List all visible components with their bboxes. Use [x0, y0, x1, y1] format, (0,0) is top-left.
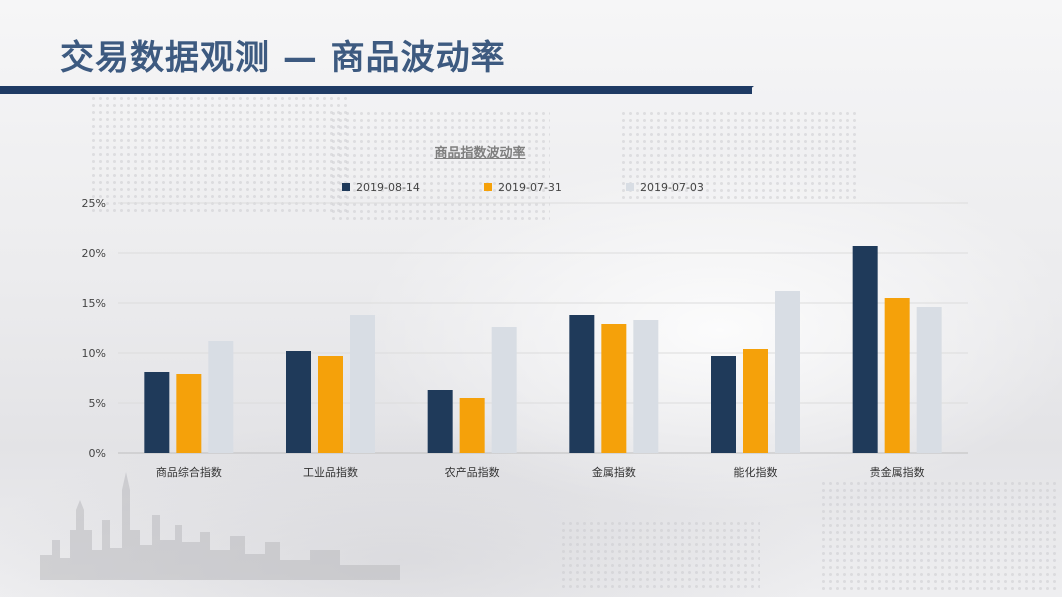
bar-3 [491, 327, 517, 453]
legend-swatch [484, 183, 492, 191]
world-map-dots [330, 110, 550, 220]
x-tick-label: 商品综合指数 [156, 465, 222, 479]
world-map-dots [620, 110, 860, 200]
city-skyline [40, 472, 400, 580]
bar-1 [144, 372, 170, 453]
legend-item-1: 2019-08-14 [342, 179, 420, 195]
y-tick-label: 15% [82, 297, 106, 310]
y-tick-label: 10% [82, 347, 106, 360]
x-tick-label: 工业品指数 [303, 465, 358, 479]
bar-3 [775, 291, 800, 453]
bar-2 [743, 349, 768, 453]
legend-swatch [626, 183, 634, 191]
bar-1 [711, 356, 736, 453]
x-tick-label: 农产品指数 [445, 465, 500, 479]
legend-item-2: 2019-07-31 [484, 179, 562, 195]
y-tick-label: 0% [89, 447, 106, 460]
legend-label: 2019-08-14 [356, 180, 420, 194]
world-map-dots [560, 520, 760, 590]
y-tick-label: 25% [82, 197, 106, 210]
bar-1 [569, 315, 595, 453]
bar-2 [884, 298, 910, 453]
bar-3 [208, 341, 234, 453]
page-title: 交易数据观测 — 商品波动率 [60, 38, 506, 78]
bar-2 [601, 324, 627, 453]
y-tick-label: 20% [82, 247, 106, 260]
legend-swatch [342, 183, 350, 191]
bar-2 [176, 374, 202, 453]
bar-1 [852, 246, 878, 453]
world-map-dots [90, 95, 350, 215]
x-tick-label: 贵金属指数 [870, 465, 925, 479]
y-tick-label: 5% [89, 397, 106, 410]
chart-title: 商品指数波动率 [434, 146, 526, 161]
title-underline-bar [0, 86, 752, 94]
bar-1 [427, 390, 453, 453]
bar-2 [459, 398, 485, 453]
x-tick-label: 金属指数 [592, 465, 636, 479]
legend-item-3: 2019-07-03 [626, 179, 704, 195]
legend-label: 2019-07-31 [498, 180, 562, 194]
legend-label: 2019-07-03 [640, 180, 704, 194]
bar-1 [286, 351, 311, 453]
bar-3 [633, 320, 659, 453]
bar-2 [318, 356, 343, 453]
bar-3 [916, 307, 942, 453]
world-map-dots [820, 480, 1060, 590]
bar-3 [350, 315, 375, 453]
x-tick-label: 能化指数 [734, 465, 778, 479]
title-underline-bar-end [744, 86, 754, 94]
